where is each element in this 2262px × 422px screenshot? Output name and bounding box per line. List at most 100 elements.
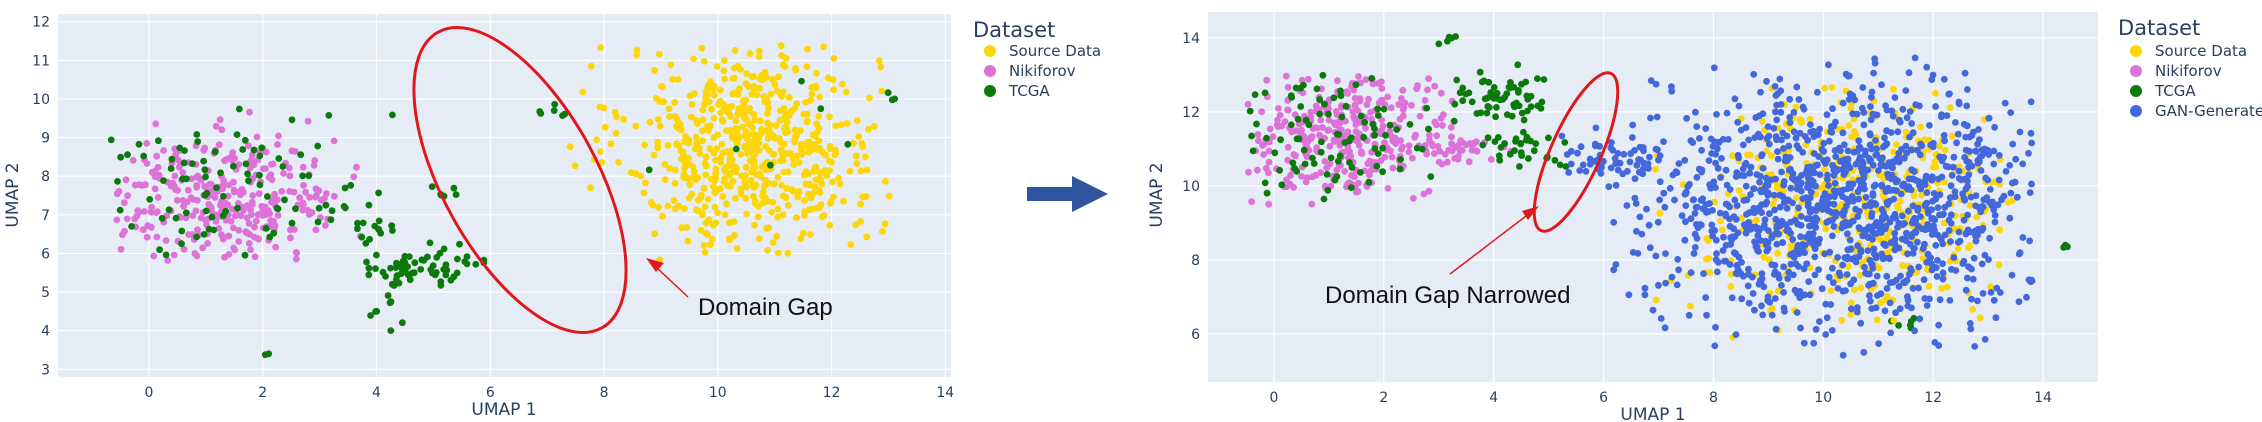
right-legend-marker-gan-generated <box>2130 105 2142 117</box>
point-gan-generated <box>1614 166 1622 174</box>
point-gan-generated <box>1770 124 1778 132</box>
point-gan-generated <box>1712 323 1719 331</box>
right-legend-item-source-data: Source Data <box>2130 42 2247 60</box>
point-source-data <box>717 86 724 94</box>
point-nikiforov <box>1260 151 1268 158</box>
point-tcga <box>1289 159 1297 167</box>
point-tcga <box>1374 112 1382 119</box>
point-gan-generated <box>1848 255 1856 263</box>
point-nikiforov <box>271 222 279 230</box>
point-gan-generated <box>2002 168 2010 175</box>
point-source-data <box>882 178 889 185</box>
point-tcga <box>258 144 266 152</box>
point-gan-generated <box>1772 175 1779 183</box>
point-gan-generated <box>1923 259 1931 266</box>
point-source-data <box>805 190 812 198</box>
point-source-data <box>1896 197 1904 205</box>
point-gan-generated <box>1635 168 1643 176</box>
point-nikiforov <box>160 147 168 154</box>
point-source-data <box>801 208 809 216</box>
point-gan-generated <box>1829 216 1836 224</box>
point-gan-generated <box>1855 253 1863 260</box>
point-source-data <box>755 53 763 61</box>
point-tcga <box>172 214 180 222</box>
point-gan-generated <box>1763 77 1770 85</box>
point-tcga <box>366 235 373 243</box>
point-gan-generated <box>1844 246 1852 254</box>
point-gan-generated <box>1637 156 1644 164</box>
point-nikiforov <box>1254 131 1262 138</box>
point-nikiforov <box>1254 166 1261 174</box>
point-gan-generated <box>1959 190 1966 198</box>
point-gan-generated <box>1960 216 1968 224</box>
point-nikiforov <box>1265 158 1273 166</box>
point-gan-generated <box>1854 148 1861 155</box>
point-source-data <box>770 151 778 158</box>
point-gan-generated <box>1781 157 1789 165</box>
point-source-data <box>865 125 872 133</box>
point-source-data <box>673 140 681 148</box>
point-source-data <box>737 151 745 158</box>
point-tcga <box>1357 169 1364 176</box>
point-source-data <box>690 55 697 63</box>
point-gan-generated <box>1929 197 1936 205</box>
point-source-data <box>789 155 797 163</box>
point-gan-generated <box>1738 295 1746 303</box>
point-gan-generated <box>1693 234 1701 242</box>
point-gan-generated <box>1800 339 1808 347</box>
point-gan-generated <box>1964 211 1971 219</box>
point-tcga <box>386 299 394 307</box>
point-source-data <box>751 151 759 158</box>
point-gan-generated <box>1576 167 1584 175</box>
point-tcga <box>193 131 201 138</box>
point-gan-generated <box>1614 150 1622 157</box>
point-gan-generated <box>1612 160 1620 168</box>
x-tick-label: 6 <box>486 385 495 401</box>
point-source-data <box>808 205 816 213</box>
point-gan-generated <box>1711 342 1719 350</box>
point-tcga <box>250 146 258 154</box>
point-gan-generated <box>2028 139 2036 147</box>
point-source-data <box>688 113 695 121</box>
point-tcga <box>1487 89 1495 96</box>
point-nikiforov <box>306 194 313 201</box>
point-gan-generated <box>1804 164 1811 171</box>
point-gan-generated <box>1979 203 1987 211</box>
point-gan-generated <box>1792 134 1800 142</box>
point-gan-generated <box>1783 132 1791 140</box>
point-gan-generated <box>1661 203 1669 211</box>
point-nikiforov <box>1355 73 1362 80</box>
point-nikiforov <box>322 222 329 229</box>
point-gan-generated <box>1855 195 1862 203</box>
point-gan-generated <box>1878 205 1886 213</box>
point-gan-generated <box>1682 189 1690 197</box>
left-domain-gap-ellipse <box>412 26 628 334</box>
point-gan-generated <box>1789 199 1796 207</box>
point-nikiforov <box>268 176 276 184</box>
point-nikiforov <box>353 163 360 171</box>
point-gan-generated <box>2007 189 2015 197</box>
point-tcga <box>389 227 396 234</box>
point-nikiforov <box>180 245 188 253</box>
point-gan-generated <box>1889 112 1897 120</box>
point-source-data <box>707 78 714 85</box>
point-source-data <box>744 150 751 157</box>
point-source-data <box>714 131 722 139</box>
point-source-data <box>813 204 821 212</box>
point-source-data <box>738 172 746 180</box>
point-tcga <box>1371 131 1378 139</box>
point-nikiforov <box>215 141 223 149</box>
point-source-data <box>732 117 740 125</box>
point-gan-generated <box>1898 212 1906 220</box>
point-tcga <box>168 155 176 163</box>
point-gan-generated <box>1978 152 1986 160</box>
point-nikiforov <box>218 231 225 239</box>
point-gan-generated <box>1885 173 1892 181</box>
point-nikiforov <box>1448 133 1455 141</box>
point-gan-generated <box>1764 192 1772 199</box>
point-gan-generated <box>1951 188 1959 196</box>
point-source-data <box>735 105 743 112</box>
point-gan-generated <box>1762 174 1770 182</box>
point-gan-generated <box>1829 232 1836 240</box>
point-nikiforov <box>201 144 209 152</box>
